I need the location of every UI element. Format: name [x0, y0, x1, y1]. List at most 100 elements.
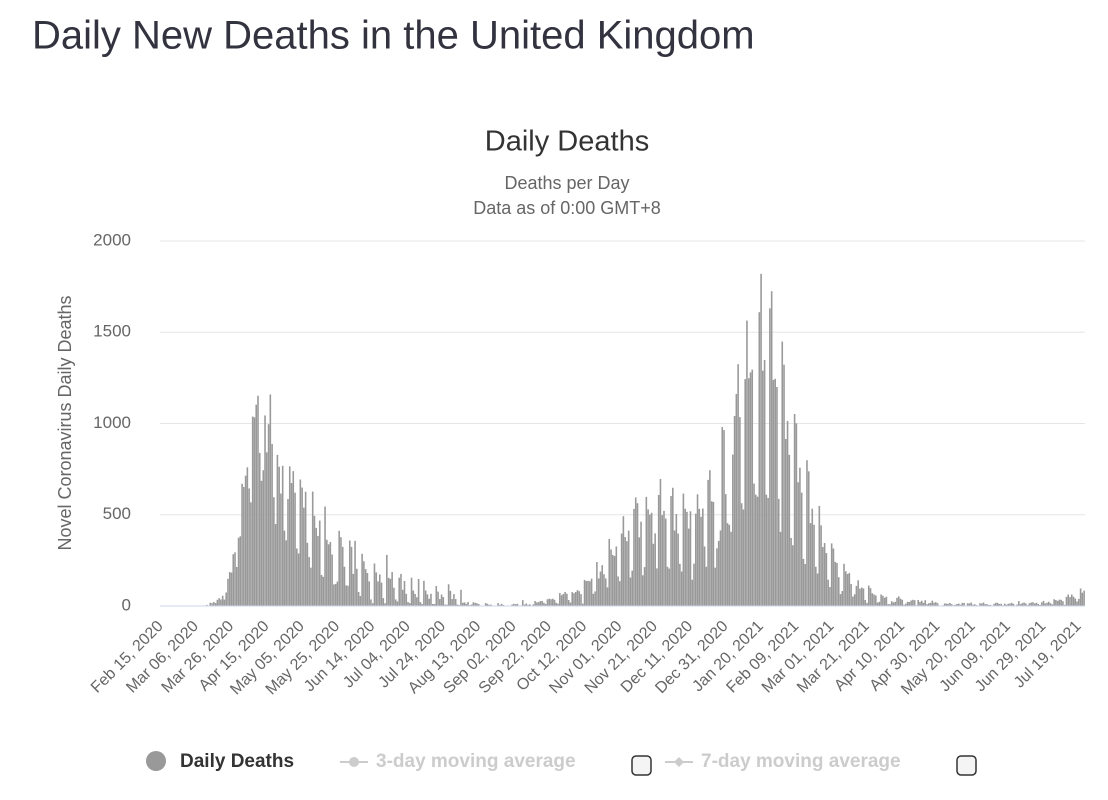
checkbox[interactable]	[956, 755, 977, 776]
bar	[693, 563, 695, 606]
bar	[659, 478, 662, 606]
bar	[574, 591, 577, 606]
bar	[477, 603, 480, 606]
bar	[830, 543, 833, 606]
bar	[255, 404, 258, 606]
bar	[251, 416, 254, 606]
bar	[643, 567, 646, 606]
bar	[1044, 603, 1047, 606]
bar	[345, 585, 348, 606]
bar	[774, 378, 776, 606]
bar	[905, 603, 907, 606]
bar	[405, 593, 408, 606]
bar	[1023, 602, 1025, 606]
bar	[903, 604, 905, 606]
bar	[378, 574, 381, 606]
bar	[769, 308, 771, 606]
bar	[703, 546, 706, 606]
bar	[235, 566, 238, 606]
bar	[384, 603, 386, 606]
bar	[566, 593, 568, 606]
bar	[666, 566, 669, 606]
bar	[931, 600, 934, 606]
bar	[896, 597, 898, 606]
bar	[956, 603, 958, 606]
bar	[924, 600, 927, 606]
bar	[1019, 604, 1022, 606]
checkbox[interactable]	[631, 755, 652, 776]
bar	[799, 467, 801, 606]
bar	[447, 584, 450, 606]
bar	[555, 602, 558, 606]
bar	[615, 546, 618, 606]
bar	[490, 604, 492, 606]
bar	[371, 603, 374, 606]
bar	[592, 593, 595, 606]
bar	[776, 387, 778, 606]
bar	[410, 577, 413, 606]
bar	[407, 601, 409, 606]
legend-label[interactable]: 7-day moving average	[701, 751, 901, 772]
bar	[866, 602, 868, 606]
bar	[244, 475, 247, 606]
bar	[386, 554, 388, 606]
bar	[680, 571, 683, 606]
bar	[513, 603, 515, 606]
bar	[269, 394, 272, 606]
bar	[1069, 597, 1071, 606]
bar	[927, 603, 930, 606]
bar	[746, 320, 748, 606]
bar	[278, 466, 280, 606]
bar	[754, 494, 757, 606]
bar	[1060, 599, 1062, 606]
bar	[461, 602, 464, 606]
bar	[587, 580, 589, 606]
bar	[253, 417, 256, 606]
bar	[804, 564, 806, 606]
bar	[331, 554, 333, 606]
bar	[499, 604, 501, 606]
bar	[241, 483, 243, 606]
bar	[1010, 602, 1013, 606]
bar	[1083, 590, 1085, 606]
bar	[1078, 598, 1080, 606]
bar	[709, 470, 711, 606]
bar	[214, 603, 217, 606]
legend-label[interactable]: 3-day moving average	[376, 751, 576, 772]
bar	[843, 563, 845, 606]
bar	[687, 528, 690, 606]
bar	[306, 542, 309, 606]
bar	[966, 603, 969, 606]
bar	[839, 594, 842, 606]
bar	[795, 423, 798, 606]
bar	[502, 604, 505, 606]
bar	[806, 460, 808, 606]
bar	[1003, 603, 1006, 606]
bar	[463, 602, 466, 606]
bar	[945, 603, 948, 606]
bar	[823, 543, 826, 606]
bar	[288, 466, 291, 606]
bar	[396, 601, 399, 606]
bar	[260, 480, 263, 606]
bar	[1042, 600, 1045, 606]
bar	[664, 518, 667, 606]
bar	[594, 591, 596, 606]
bar	[949, 602, 951, 606]
bar	[550, 599, 552, 606]
bar	[527, 604, 529, 606]
bar	[1039, 604, 1041, 606]
bar	[788, 454, 791, 606]
bar	[551, 598, 554, 606]
bar	[649, 514, 651, 606]
bar	[227, 578, 229, 606]
bar	[1028, 603, 1031, 606]
bar	[811, 508, 814, 606]
bar	[679, 563, 681, 606]
legend-label[interactable]: Daily Deaths	[180, 751, 294, 772]
chart-subtitle: Data as of 0:00 GMT+8	[473, 198, 661, 218]
bar	[223, 599, 226, 606]
bar	[1053, 599, 1055, 606]
bar	[375, 572, 378, 606]
bar	[617, 576, 619, 606]
